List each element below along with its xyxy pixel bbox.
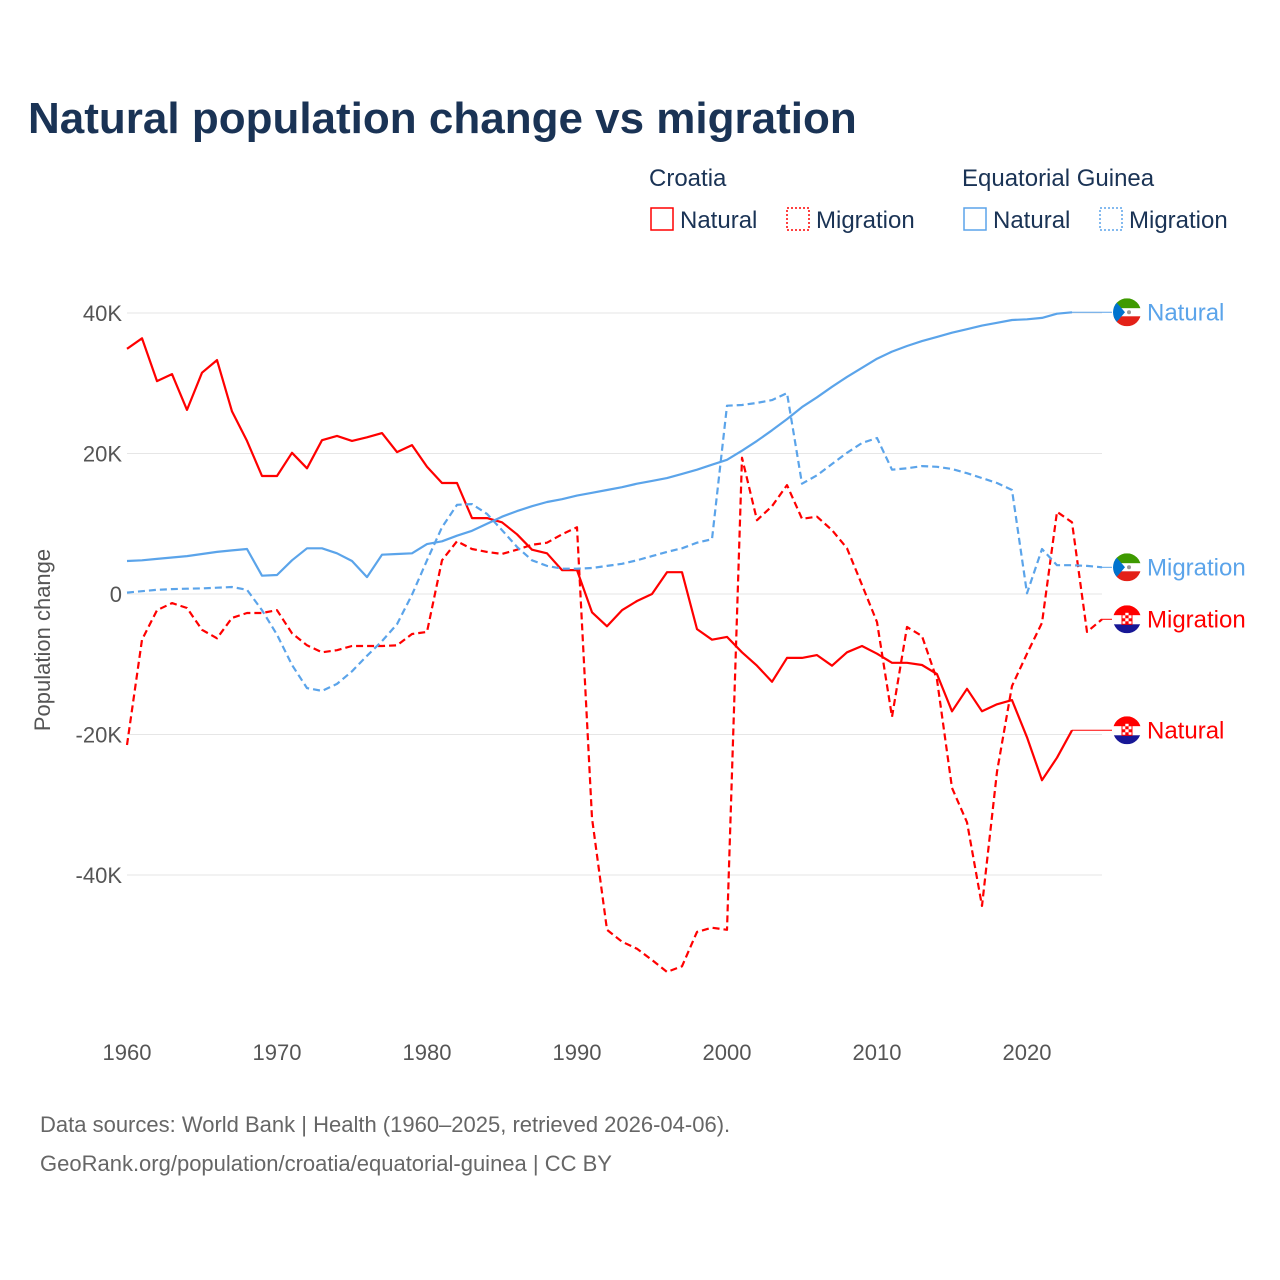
legend-croatia-natural[interactable]: Natural — [680, 207, 757, 234]
end-label-equatorial-guinea-natural: Natural — [1147, 299, 1224, 326]
croatia-flag-icon — [1113, 716, 1141, 745]
legend: Croatia Natural Migration Equatorial Gui… — [649, 165, 1228, 234]
grid — [127, 312, 1102, 876]
y-axis-label: Population change — [30, 549, 55, 731]
x-tick-label: 1990 — [553, 1040, 602, 1065]
y-tick-label: 40K — [83, 301, 122, 326]
source-line-2[interactable]: GeoRank.org/population/croatia/equatoria… — [40, 1151, 612, 1176]
x-tick-label: 2000 — [703, 1040, 752, 1065]
equatorial-guinea-flag-icon — [1113, 553, 1141, 582]
line-croatia-natural[interactable] — [126, 337, 1073, 782]
end-label-equatorial-guinea-migration: Migration — [1147, 554, 1246, 581]
equatorial-guinea-flag-icon — [1113, 298, 1141, 327]
legend-croatia-migration[interactable]: Migration — [816, 207, 915, 234]
legend-swatch-croatia-natural — [650, 207, 674, 231]
legend-swatch-croatia-migration — [786, 207, 810, 231]
y-tick-label: 0 — [110, 582, 122, 607]
x-tick-label: 1960 — [103, 1040, 152, 1065]
line-equatorial-guinea-migration[interactable] — [126, 392, 1103, 692]
legend-swatch-eg-migration — [1099, 207, 1123, 231]
legend-eg-migration[interactable]: Migration — [1129, 207, 1228, 234]
x-axis: 1960 1970 1980 1990 2000 2010 2020 — [103, 1040, 1052, 1065]
legend-group-croatia: Croatia — [649, 165, 727, 192]
croatia-flag-icon — [1113, 605, 1141, 634]
source-line-1: Data sources: World Bank | Health (1960–… — [40, 1112, 730, 1137]
y-tick-label: -40K — [76, 863, 123, 888]
line-equatorial-guinea-natural[interactable] — [126, 311, 1073, 579]
line-croatia-migration[interactable] — [125, 456, 1103, 973]
series-lines — [125, 311, 1103, 973]
end-label-croatia-migration: Migration — [1147, 606, 1246, 633]
x-tick-label: 2010 — [853, 1040, 902, 1065]
x-tick-label: 1970 — [253, 1040, 302, 1065]
x-tick-label: 1980 — [403, 1040, 452, 1065]
chart-title: Natural population change vs migration — [28, 94, 857, 143]
legend-eg-natural[interactable]: Natural — [993, 207, 1070, 234]
end-label-croatia-natural: Natural — [1147, 717, 1224, 744]
legend-group-equatorial-guinea: Equatorial Guinea — [962, 165, 1155, 192]
y-axis: 40K 20K 0 -20K -40K — [76, 301, 123, 888]
x-tick-label: 2020 — [1003, 1040, 1052, 1065]
y-tick-label: -20K — [76, 723, 123, 748]
end-labels: Natural Migration Natural Migration — [1072, 298, 1246, 745]
legend-swatch-eg-natural — [963, 207, 987, 231]
y-tick-label: 20K — [83, 442, 122, 467]
